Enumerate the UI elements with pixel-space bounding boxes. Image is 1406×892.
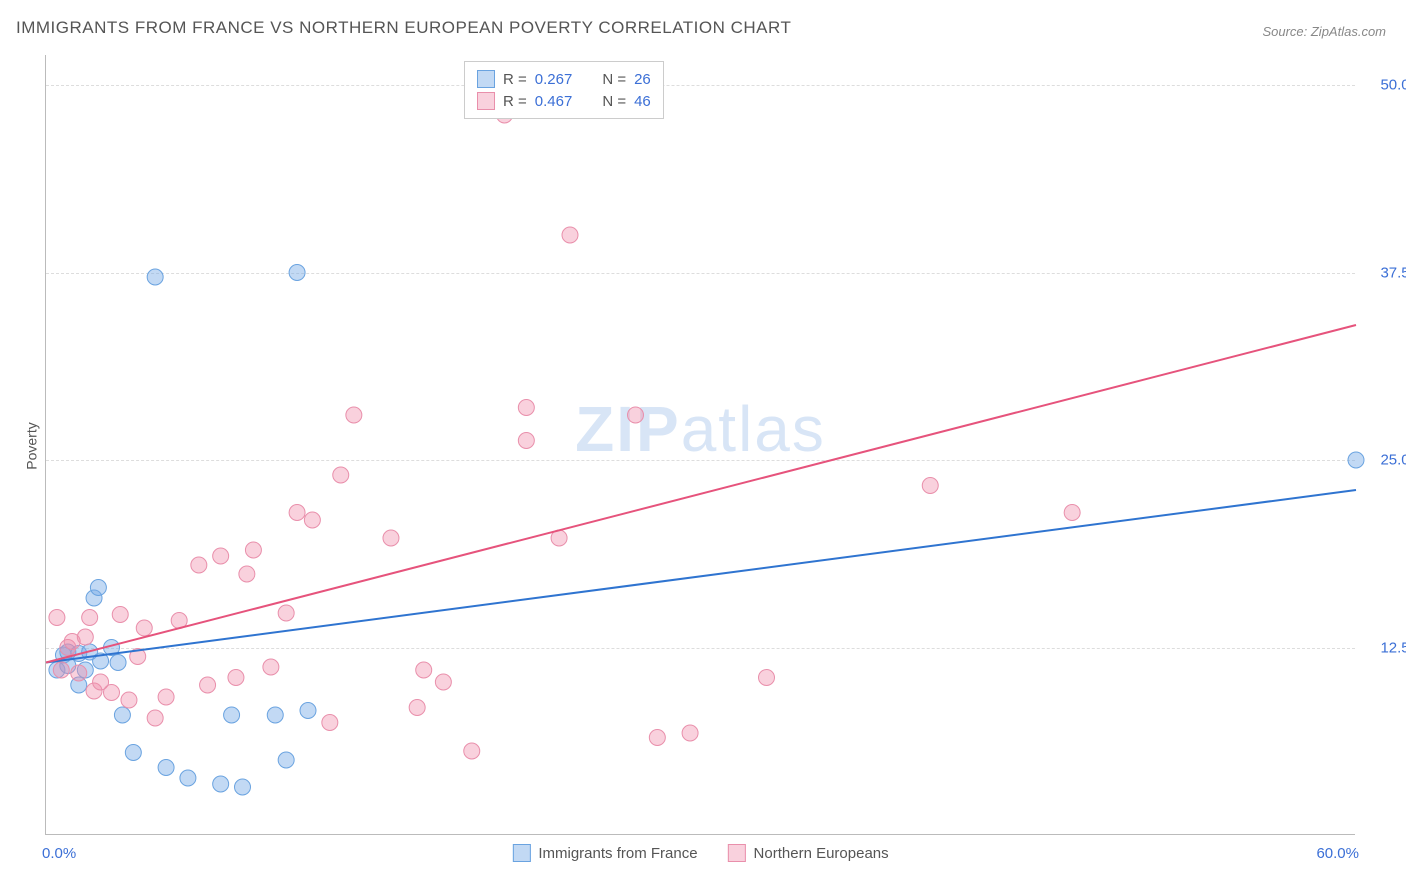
scatter-point [158, 760, 174, 776]
scatter-point [239, 566, 255, 582]
legend-bottom-item: Northern Europeans [728, 844, 889, 862]
scatter-point [121, 692, 137, 708]
scatter-point [322, 715, 338, 731]
scatter-point [228, 670, 244, 686]
legend-n-label: N = [602, 71, 626, 88]
scatter-point [518, 400, 534, 416]
scatter-point [333, 467, 349, 483]
legend-label: Immigrants from France [538, 845, 697, 862]
scatter-point [125, 745, 141, 761]
scatter-point [922, 478, 938, 494]
legend-r-value: 0.467 [535, 93, 573, 110]
legend-r-label: R = [503, 71, 527, 88]
trend-line [46, 325, 1356, 663]
legend-top-row: R = 0.467 N = 46 [477, 90, 651, 112]
scatter-point [213, 548, 229, 564]
scatter-point [90, 580, 106, 596]
ytick-label: 25.0% [1380, 452, 1406, 469]
scatter-point [409, 700, 425, 716]
scatter-point [82, 610, 98, 626]
legend-n-value: 26 [634, 71, 651, 88]
scatter-point [191, 557, 207, 573]
legend-r-label: R = [503, 93, 527, 110]
scatter-point [289, 265, 305, 281]
scatter-point [147, 710, 163, 726]
scatter-point [278, 605, 294, 621]
scatter-point [416, 662, 432, 678]
scatter-point [682, 725, 698, 741]
scatter-point [759, 670, 775, 686]
scatter-point [104, 685, 120, 701]
ytick-label: 12.5% [1380, 639, 1406, 656]
scatter-point [1064, 505, 1080, 521]
scatter-point [158, 689, 174, 705]
scatter-point [224, 707, 240, 723]
ytick-label: 37.5% [1380, 264, 1406, 281]
scatter-point [304, 512, 320, 528]
scatter-point [464, 743, 480, 759]
scatter-point [71, 665, 87, 681]
scatter-point [147, 269, 163, 285]
scatter-point [200, 677, 216, 693]
ytick-label: 50.0% [1380, 77, 1406, 94]
scatter-point [110, 655, 126, 671]
scatter-point [49, 610, 65, 626]
scatter-point [562, 227, 578, 243]
legend-swatch [512, 844, 530, 862]
legend-swatch [477, 92, 495, 110]
legend-label: Northern Europeans [754, 845, 889, 862]
y-axis-label: Poverty [24, 422, 40, 469]
scatter-point [518, 433, 534, 449]
scatter-point [245, 542, 261, 558]
scatter-point [628, 407, 644, 423]
scatter-point [180, 770, 196, 786]
legend-top-row: R = 0.267 N = 26 [477, 68, 651, 90]
scatter-svg [46, 55, 1355, 834]
legend-bottom-item: Immigrants from France [512, 844, 697, 862]
xtick-right: 60.0% [1316, 845, 1359, 862]
legend-top: R = 0.267 N = 26 R = 0.467 N = 46 [464, 61, 664, 119]
chart-title: IMMIGRANTS FROM FRANCE VS NORTHERN EUROP… [16, 18, 791, 38]
scatter-point [136, 620, 152, 636]
scatter-point [383, 530, 399, 546]
legend-swatch [728, 844, 746, 862]
chart-plot-area: ZIPatlas 12.5%25.0%37.5%50.0% R =0.267N … [45, 55, 1355, 835]
scatter-point [235, 779, 251, 795]
scatter-point [435, 674, 451, 690]
scatter-point [53, 662, 69, 678]
scatter-point [300, 703, 316, 719]
scatter-point [346, 407, 362, 423]
scatter-point [263, 659, 279, 675]
legend-n-label: N = [602, 93, 626, 110]
xtick-left: 0.0% [42, 845, 76, 862]
legend-swatch [477, 70, 495, 88]
scatter-point [114, 707, 130, 723]
source-label: Source: ZipAtlas.com [1262, 24, 1386, 39]
scatter-point [213, 776, 229, 792]
scatter-point [649, 730, 665, 746]
scatter-point [267, 707, 283, 723]
scatter-point [77, 629, 93, 645]
scatter-point [112, 607, 128, 623]
legend-n-value: 46 [634, 93, 651, 110]
scatter-point [1348, 452, 1364, 468]
scatter-point [289, 505, 305, 521]
legend-r-value: 0.267 [535, 71, 573, 88]
legend-bottom: Immigrants from France Northern Europeans [512, 844, 888, 862]
scatter-point [278, 752, 294, 768]
